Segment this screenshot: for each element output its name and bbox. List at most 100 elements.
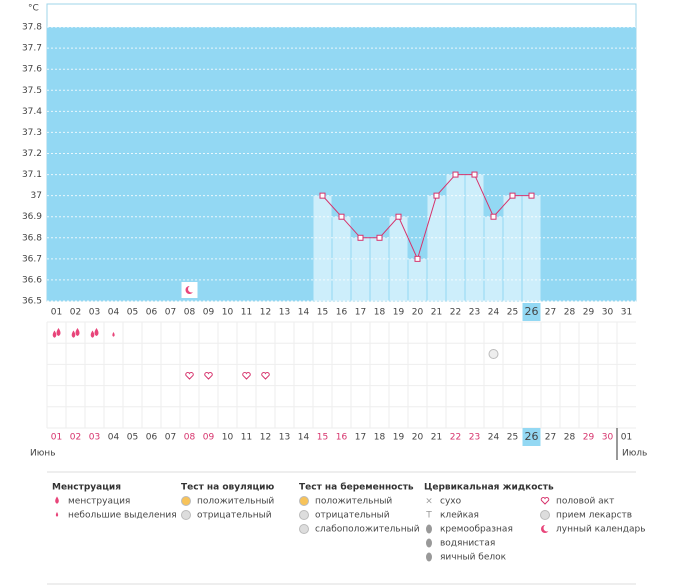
temp-bar: [465, 174, 484, 301]
legend-title: Менструация: [52, 483, 121, 493]
x-tick-label: 17: [355, 308, 366, 318]
temp-line: [322, 174, 532, 261]
y-tick-label: 36.6: [22, 275, 42, 285]
day-label: 03: [89, 433, 100, 443]
unit-label: °C: [28, 4, 39, 14]
temp-point: [414, 255, 421, 262]
day-label: 12: [260, 433, 271, 443]
temp-point: [395, 213, 402, 220]
moon-icon: [188, 285, 195, 293]
temp-bar: [313, 195, 332, 301]
y-tick-label: 37.2: [22, 149, 42, 159]
today-box: [522, 428, 541, 446]
drop-icon: [75, 328, 80, 336]
drop-icon: [52, 330, 57, 338]
day-label: 01: [621, 433, 632, 443]
x-tick-label: 31: [621, 308, 632, 318]
day-label: 14: [298, 433, 310, 443]
day-label: 18: [374, 433, 386, 443]
temp-point: [471, 171, 478, 178]
day-label: 11: [241, 433, 252, 443]
circle-icon: [299, 496, 309, 506]
y-tick-label: 37.8: [22, 23, 42, 33]
y-tick-label: 37: [31, 191, 42, 201]
legend-title: Цервикальная жидкость: [424, 483, 554, 493]
x-tick-label: 24: [488, 308, 500, 318]
x-tick-label: 29: [583, 308, 595, 318]
x-tick-label: 21: [431, 308, 442, 318]
legend-item: прием лекарств: [556, 511, 632, 521]
legend-item: сухо: [440, 497, 462, 507]
legend-item: слабоположительный: [315, 525, 420, 535]
legend-item: лунный календарь: [556, 525, 646, 535]
x-tick-label: 20: [412, 308, 424, 318]
t-icon: T: [425, 511, 432, 521]
temp-bar: [351, 237, 370, 301]
day-label: 27: [545, 433, 556, 443]
temp-point: [490, 213, 497, 220]
temp-bar: [408, 258, 427, 301]
x-tick-label: 12: [260, 308, 271, 318]
temp-bar: [370, 237, 389, 301]
day-label: 07: [165, 433, 176, 443]
day-label: 04: [108, 433, 120, 443]
cf-icon: [426, 552, 432, 562]
x-icon: ×: [425, 497, 433, 507]
drop-icon: [90, 330, 95, 338]
day-label: 16: [336, 433, 348, 443]
month-label: Июль: [622, 449, 647, 459]
day-label: 20: [412, 433, 424, 443]
y-tick-label: 36.5: [22, 297, 42, 307]
moon-icon: [543, 524, 551, 532]
legend-item: отрицательный: [315, 511, 390, 521]
x-tick-label: 08: [184, 308, 196, 318]
temp-point: [509, 192, 516, 199]
temp-bar: [522, 195, 541, 301]
heart-icon: [204, 372, 213, 380]
legend-item: положительный: [197, 497, 274, 507]
circle-icon: [299, 524, 309, 534]
temp-point: [319, 192, 326, 199]
day-label: 01: [51, 433, 62, 443]
drop-icon: [71, 330, 76, 338]
month-label: Июнь: [30, 449, 56, 459]
x-tick-label: 30: [602, 308, 614, 318]
x-tick-label: 04: [108, 308, 120, 318]
circle-icon: [488, 349, 499, 359]
heart-icon: [261, 372, 270, 380]
day-label: 19: [393, 433, 405, 443]
cf-icon: [426, 524, 432, 534]
x-tick-label: 11: [241, 308, 252, 318]
heart-icon: [540, 497, 550, 505]
x-tick-label: 06: [146, 308, 158, 318]
y-tick-label: 36.9: [22, 212, 42, 222]
day-label: 28: [564, 433, 576, 443]
y-tick-label: 37.3: [22, 128, 42, 138]
day-label: 21: [431, 433, 442, 443]
day-label: 05: [127, 433, 138, 443]
heart-icon: [185, 372, 194, 380]
day-label: 26: [525, 430, 539, 443]
legend-title: Тест на беременность: [299, 482, 414, 493]
x-tick-label: 18: [374, 308, 386, 318]
circle-icon: [540, 510, 550, 520]
temp-bar: [427, 195, 446, 301]
day-label: 13: [279, 433, 290, 443]
temp-point: [452, 171, 459, 178]
legend-item: небольшие выделения: [68, 511, 177, 521]
x-tick-label: 10: [222, 308, 234, 318]
legend-item: яичный белок: [440, 553, 507, 563]
temp-point: [433, 192, 440, 199]
x-tick-label: 01: [51, 308, 62, 318]
x-tick-label: 15: [317, 308, 328, 318]
circle-icon: [299, 510, 309, 520]
x-tick-label: 09: [203, 308, 215, 318]
x-tick-label: 07: [165, 308, 176, 318]
day-label: 09: [203, 433, 215, 443]
y-tick-label: 37.5: [22, 86, 42, 96]
temp-bar: [503, 195, 522, 301]
day-label: 30: [602, 433, 614, 443]
y-tick-label: 37.4: [22, 107, 42, 117]
y-tick-label: 36.8: [22, 233, 42, 243]
drop-icon: [55, 496, 59, 504]
